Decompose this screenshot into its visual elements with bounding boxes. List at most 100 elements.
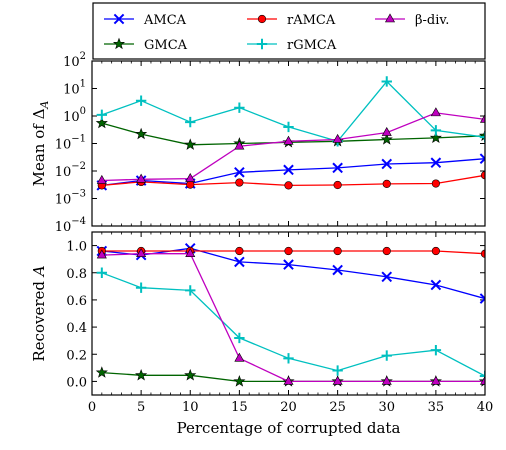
data-point-gmca (135, 368, 148, 381)
y-tick-label: 0.6 (66, 294, 87, 309)
legend-label: AMCA (143, 13, 187, 28)
data-point-beta-div (96, 174, 107, 184)
series-line-amca (101, 158, 485, 187)
data-point-amca (479, 293, 485, 304)
data-point-amca (479, 153, 485, 165)
series-amca (96, 153, 485, 191)
x-tick-label: 5 (137, 400, 145, 415)
tick-labels: 0.0 0.2 0.4 0.6 0.8 1.0 0 5 10 15 20 25 30 35 40 (66, 240, 493, 415)
data-point-rgmca (96, 267, 108, 278)
data-point-amca (381, 271, 393, 283)
legend-entry-beta-div: β-div. (375, 13, 449, 28)
data-point-gmca (95, 366, 108, 378)
data-point-beta-div (430, 107, 441, 117)
data-point-rgmca (430, 125, 442, 136)
data-point-gmca (184, 368, 197, 381)
legend-label: GMCA (144, 38, 188, 53)
data-point-amca (430, 157, 442, 169)
data-point-rgmca (381, 350, 392, 361)
data-point-rgmca (430, 344, 442, 356)
series-line-beta-div (101, 112, 485, 182)
legend-marker-amca (113, 13, 125, 25)
data-point-beta-div (332, 133, 343, 143)
data-point-ramca (431, 179, 440, 188)
y-tick-label: 0.4 (66, 321, 87, 336)
y-tick-label: 100 (63, 106, 86, 125)
x-tick-label: 35 (428, 400, 445, 415)
data-point-amca (234, 256, 245, 268)
x-axis-label: Percentage of corrupted data (177, 419, 401, 437)
x-tick-label: 30 (378, 400, 395, 415)
legend-label: β-div. (415, 13, 449, 28)
data-point-beta-div (381, 126, 392, 136)
legend-label: rGMCA (287, 38, 337, 53)
data-point-rgmca (135, 282, 147, 293)
legend-entry-gmca: GMCA (104, 37, 188, 53)
data-point-beta-div (234, 140, 245, 150)
data-point-beta-div (479, 113, 485, 123)
y-tick-label: 10−2 (55, 161, 86, 180)
data-point-ramca (382, 179, 391, 188)
series-rgmca (96, 76, 485, 147)
data-point-gmca (429, 131, 442, 144)
data-point-rgmca (283, 121, 294, 133)
data-point-beta-div (185, 248, 196, 258)
y-axis-label: Mean of ΔA (30, 101, 51, 187)
data-point-ramca (480, 171, 485, 180)
legend-entry-amca: AMCA (104, 13, 187, 28)
y-tick-label: 101 (63, 79, 86, 98)
legend-marker-rgmca (256, 38, 268, 50)
x-tick-label: 20 (280, 400, 297, 415)
top-panel: 10−4 10−3 10−2 10−1 100 101 102 Mean of ΔA (30, 51, 486, 235)
data-point-ramca (431, 246, 440, 256)
series-group (95, 242, 485, 387)
y-tick-label: 0.0 (66, 375, 87, 390)
data-point-rgmca (479, 131, 485, 143)
series-line-rgmca (101, 80, 485, 143)
data-point-gmca (184, 138, 197, 150)
data-point-ramca (480, 249, 485, 258)
data-point-ramca (186, 180, 195, 189)
x-tick-label: 40 (477, 400, 494, 415)
data-point-amca (381, 158, 393, 170)
x-tick-label: 10 (182, 400, 199, 415)
data-point-rgmca (283, 353, 294, 364)
series-line-amca (101, 247, 485, 300)
series-gmca (95, 366, 485, 387)
data-point-beta-div (332, 375, 343, 385)
legend-entry-rgmca: rGMCA (247, 38, 337, 53)
data-point-ramca (284, 246, 293, 256)
series-beta-div (96, 107, 485, 184)
series-amca (96, 242, 485, 304)
data-point-beta-div (381, 375, 392, 385)
series-group (95, 76, 485, 191)
legend-box (92, 2, 486, 60)
plot-frame (91, 231, 486, 396)
data-point-amca (234, 166, 245, 178)
y-tick-label: 1.0 (66, 240, 87, 255)
data-point-ramca (284, 181, 293, 190)
plot-frame (91, 60, 486, 227)
data-point-ramca (235, 246, 244, 256)
data-point-gmca (135, 127, 148, 140)
y-tick-label: 10−3 (55, 189, 86, 208)
data-point-gmca (380, 133, 393, 145)
data-point-beta-div (185, 172, 196, 182)
legend: AMCA rAMCA β-div. GMCA rGMCA (92, 2, 486, 60)
data-point-rgmca (332, 365, 343, 376)
data-point-rgmca (96, 109, 108, 121)
data-point-beta-div (479, 375, 485, 385)
data-point-beta-div (136, 248, 147, 258)
axis-ticks (91, 232, 486, 395)
x-tick-label: 15 (231, 400, 248, 415)
data-point-rgmca (185, 116, 196, 128)
series-line-ramca (101, 174, 485, 187)
data-point-amca (332, 162, 343, 174)
data-point-ramca (333, 180, 342, 190)
data-point-rgmca (234, 332, 245, 344)
data-point-amca (430, 279, 442, 291)
legend-entry-ramca: rAMCA (247, 13, 336, 28)
data-point-rgmca (234, 102, 245, 113)
y-tick-label: 10−4 (55, 216, 86, 235)
